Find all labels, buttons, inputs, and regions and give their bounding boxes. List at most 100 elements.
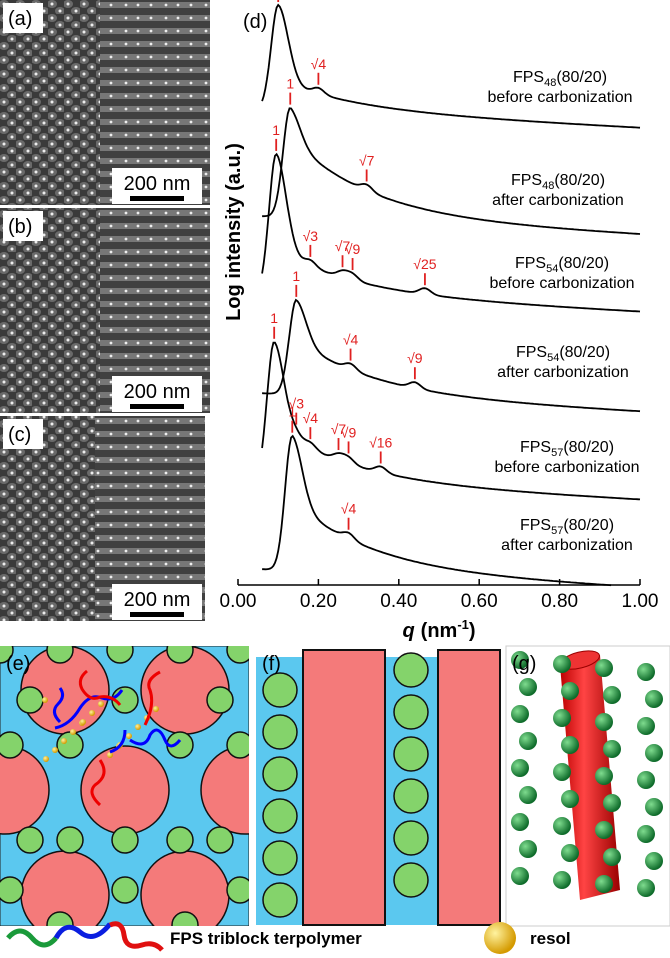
resol-sphere <box>553 817 571 835</box>
schematic-e: (e) <box>0 646 249 926</box>
resol <box>153 706 159 712</box>
resol-sphere <box>553 763 571 781</box>
domain <box>166 826 194 854</box>
peak-label: √4 <box>341 501 357 517</box>
domain <box>262 882 298 918</box>
resol-sphere <box>553 655 571 673</box>
resol-sphere <box>595 713 613 731</box>
panel-label: (c) <box>8 424 31 446</box>
peak-label: √4 <box>303 410 319 426</box>
resol-sphere <box>637 717 655 735</box>
domain <box>262 798 298 834</box>
peak-label: √7 <box>335 238 351 254</box>
domain <box>393 652 429 688</box>
domain <box>393 862 429 898</box>
resol <box>43 756 49 762</box>
resol <box>107 752 113 758</box>
scale-bar <box>130 196 184 201</box>
resol-sphere <box>637 663 655 681</box>
domain <box>111 876 139 904</box>
domain <box>16 826 44 854</box>
resol <box>135 724 141 730</box>
peak-label: 1 <box>270 310 278 326</box>
peak-label: 1 <box>286 76 294 92</box>
panel-label: (d) <box>243 11 267 33</box>
resol-sphere <box>637 825 655 843</box>
resol-sphere <box>637 771 655 789</box>
tem-panel: (c) 200 nm <box>0 416 205 621</box>
peak-label: √16 <box>369 434 392 450</box>
domain <box>46 646 74 664</box>
peak-label: √3 <box>289 396 305 412</box>
resol-sphere <box>511 867 529 885</box>
schematic-f: (f) <box>256 649 501 926</box>
domain <box>171 911 199 926</box>
peak-label: √9 <box>345 241 361 257</box>
resol-sphere <box>511 705 529 723</box>
x-tick-label: 0.40 <box>380 591 417 612</box>
domain <box>262 672 298 708</box>
saxs-plot: 0.00 0.20 0.40 0.60 0.80 1.00 q (nm-1) Log inten… <box>220 0 659 642</box>
curve-label: FPS57(80/20) <box>520 439 614 459</box>
curve-label: FPS48(80/20) <box>511 172 605 192</box>
resol-sphere <box>645 852 663 870</box>
peak-label: √9 <box>407 350 423 366</box>
legend-text: FPS triblock terpolymer <box>170 929 362 948</box>
resol-sphere <box>561 736 579 754</box>
scale-bar <box>130 404 184 409</box>
domain <box>393 736 429 772</box>
resol-sphere <box>519 840 537 858</box>
domain <box>262 756 298 792</box>
schematic-g: (g) <box>505 645 670 927</box>
curve-label: before carbonization <box>490 275 635 292</box>
curve-label: before carbonization <box>488 89 633 106</box>
resol-sphere <box>603 740 621 758</box>
saxs-curve <box>261 3 641 129</box>
saxs-curve <box>262 434 612 587</box>
domain <box>0 646 14 664</box>
x-tick-label: 0.20 <box>300 591 337 612</box>
peak-label: 1 <box>288 404 296 420</box>
resol <box>70 729 76 735</box>
curve-label: FPS54(80/20) <box>515 255 609 275</box>
resol-sphere <box>511 759 529 777</box>
domain <box>226 876 249 904</box>
resol-sphere <box>645 690 663 708</box>
scale-bar <box>130 612 184 617</box>
peak-label: √7 <box>359 152 375 168</box>
domain <box>262 714 298 750</box>
curve-label: before carbonization <box>495 459 640 476</box>
curve-label: FPS57(80/20) <box>520 517 614 537</box>
resol-sphere <box>603 848 621 866</box>
resol-sphere <box>553 709 571 727</box>
tem-panel: (a) 200 nm <box>0 0 210 205</box>
peak-label: √7 <box>331 421 347 437</box>
domain <box>393 820 429 856</box>
saxs-curve <box>261 152 641 313</box>
resol-sphere <box>519 678 537 696</box>
domain <box>106 646 134 664</box>
resol <box>98 701 104 707</box>
domain <box>46 911 74 926</box>
domain <box>80 745 170 835</box>
resol-sphere <box>561 682 579 700</box>
resol-sphere <box>553 871 571 889</box>
peak-label: √9 <box>341 424 357 440</box>
domain <box>166 646 194 664</box>
scale-bar-label: 200 nm <box>124 173 191 195</box>
x-tick-label: 1.00 <box>622 591 659 612</box>
x-tick-label: 0.00 <box>220 591 257 612</box>
curve-label: FPS48(80/20) <box>513 69 607 89</box>
panel-label: (b) <box>8 216 32 238</box>
resol-sphere <box>595 821 613 839</box>
peak-label: √3 <box>303 228 319 244</box>
resol <box>80 719 86 725</box>
resol-sphere <box>595 659 613 677</box>
curve-label: after carbonization <box>492 192 624 209</box>
domain <box>226 646 249 664</box>
domain <box>0 876 24 904</box>
curve-label: after carbonization <box>501 537 633 554</box>
legend: FPS triblock terpolymer resol <box>6 921 571 954</box>
scale-bar-label: 200 nm <box>124 589 191 611</box>
